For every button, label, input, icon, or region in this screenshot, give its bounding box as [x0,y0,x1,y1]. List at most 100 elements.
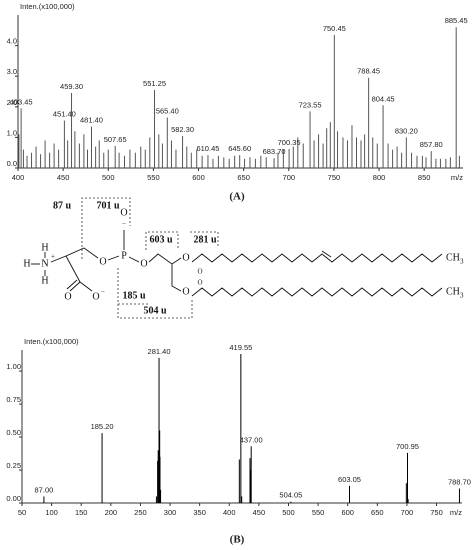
y-tick-label: 0.00 [6,494,21,503]
peak-label: 403.45 [10,97,33,106]
atom: H [41,275,48,286]
structure: H H N + H O O − O − P O O O O O O CH 3 C… [23,197,464,319]
charge: + [51,253,55,261]
y-tick-label: 0.75 [6,395,21,404]
atom: O [99,256,106,267]
atom: O [182,252,189,263]
atom: H [41,242,48,253]
peak-label: 481.40 [80,116,103,125]
peak-label: 87.00 [35,485,54,494]
x-tick-label: 500 [282,508,295,517]
atom: O [92,291,99,302]
atom: O [120,207,127,218]
fragment-label: 701 u [96,200,120,211]
fragment-label: 504 u [143,305,167,316]
fragment-label: 603 u [149,234,173,245]
charge: − [122,220,126,228]
x-tick-label: 600 [192,173,205,182]
x-tick-label: 650 [371,508,384,517]
atom: O [197,268,202,276]
x-tick-label: 250 [134,508,147,517]
bond [50,247,99,263]
atom: H [23,258,30,269]
atom: O [140,258,147,269]
peak-label: 437.00 [240,435,263,444]
double-bond [321,250,332,258]
subscript: 3 [460,258,464,266]
x-tick-label: 700 [283,173,296,182]
x-tick-label: 500 [102,173,115,182]
x-tick-label: 650 [237,173,250,182]
x-tick-label: 550 [312,508,325,517]
peak-label: 419.55 [229,343,252,352]
peak-label: 610.45 [196,144,219,153]
y-axis-title: Inten.(x100,000) [20,2,75,11]
y-tick-label: 0.25 [6,461,21,470]
x-tick-label: 150 [75,508,88,517]
x-tick-label: 100 [45,508,58,517]
x-tick-label: 700 [401,508,414,517]
x-tick-label: 400 [12,173,25,182]
x-tick-label: 200 [105,508,118,517]
atom: CH [446,252,460,263]
y-axis-title: Inten.(x100,000) [24,337,79,346]
y-tick-label: 0.50 [6,428,21,437]
x-tick-label: 300 [164,508,177,517]
x-tick-label: 50 [18,508,26,517]
charge: − [101,288,105,296]
acyl-chain [191,253,443,263]
x-axis-title: m/z [450,508,462,517]
peak-label: 185.20 [91,422,114,431]
x-tick-label: 450 [253,508,266,517]
fragment-label: 281 u [193,234,217,245]
bond [107,255,120,261]
bond [79,281,93,292]
x-tick-label: 750 [328,173,341,182]
peak-label: 645.60 [228,144,251,153]
y-tick-label: 4.0 [7,37,17,46]
peak-label: 804.45 [372,94,395,103]
atom: O [197,279,202,287]
peak-label: 451.40 [53,110,76,119]
atom: CH [446,286,460,297]
cleavage-box [190,231,219,248]
atom: N [41,258,48,269]
bond [148,253,182,265]
peak-label: 459.30 [60,82,83,91]
peak-label: 504.05 [279,491,302,500]
peak-label: 700.95 [396,442,419,451]
x-tick-label: 450 [57,173,70,182]
bond [69,281,81,292]
peak-label: 788.45 [357,67,380,76]
acyl-chain [191,287,443,297]
atom: O [64,291,71,302]
cleavage-box [117,268,193,319]
x-tick-label: 750 [430,508,443,517]
peak-label: 281.40 [148,347,171,356]
peak-label: 830.20 [395,126,418,135]
x-axis-title: m/z [451,173,463,182]
peak-label: 857.80 [420,140,443,149]
x-tick-label: 400 [223,508,236,517]
x-tick-label: 800 [373,173,386,182]
bond [128,256,140,263]
atom: O [182,286,189,297]
panel-caption: (A) [229,191,245,203]
subscript: 3 [460,292,464,300]
peak-label: 788.70 [448,477,471,486]
peak-label: 603.05 [338,475,361,484]
y-tick-label: 2.0 [7,98,17,107]
peak-label: 551.25 [143,79,166,88]
x-tick-label: 600 [341,508,354,517]
x-tick-label: 550 [147,173,160,182]
bond [66,279,78,290]
peak-label: 565.40 [156,106,179,115]
fragment-label: 185 u [122,290,146,301]
atom: P [121,250,127,261]
peak-label: 507.65 [104,135,127,144]
fragment-label: 87 u [53,200,72,211]
peak-label: 700.35 [278,138,301,147]
cleavage-box [145,231,179,250]
peak-label: 723.55 [299,100,322,109]
